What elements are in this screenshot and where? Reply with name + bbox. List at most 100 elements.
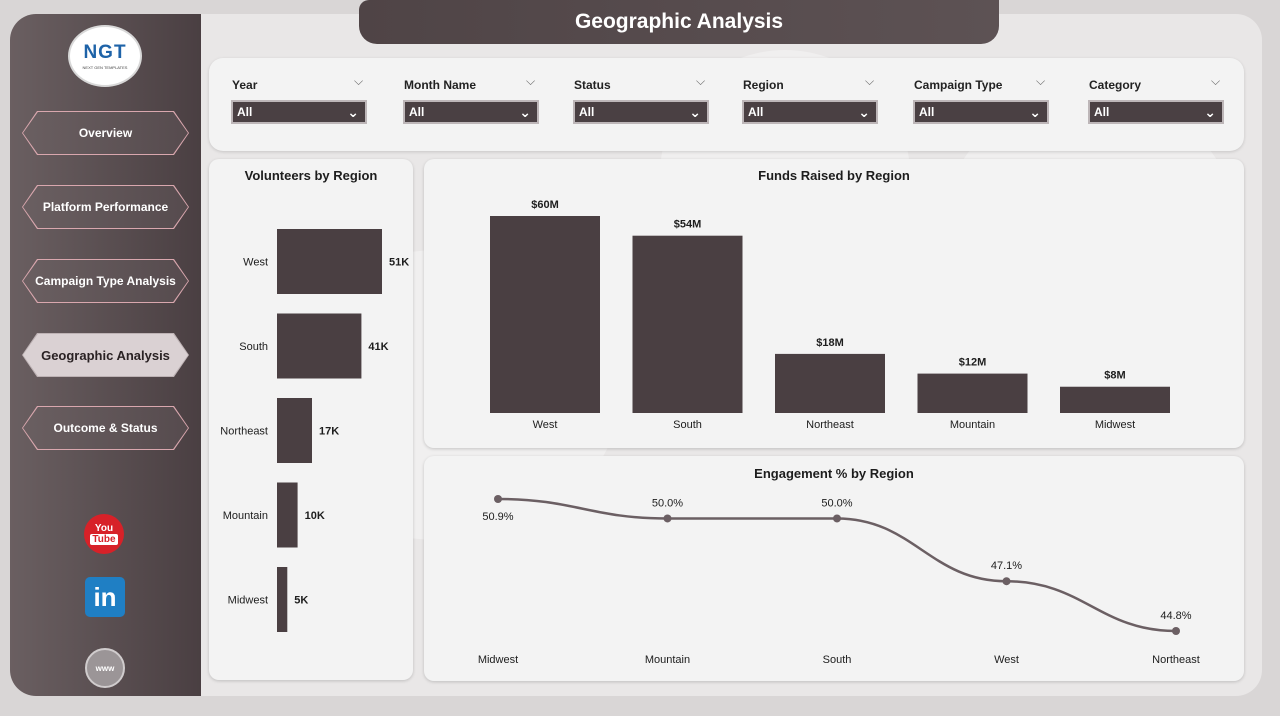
category-label: South — [823, 654, 852, 666]
filter-panel: Year ⌵ All ⌄ Month Name ⌵ All ⌄ Status ⌵ A… — [209, 58, 1244, 151]
dropdown-value: All — [579, 105, 595, 119]
chevron-down-icon: ⌄ — [1204, 104, 1216, 120]
nav-campaign-type-analysis-button[interactable]: Campaign Type Analysis — [22, 259, 189, 303]
data-label: $12M — [959, 357, 987, 369]
data-label: 17K — [319, 426, 339, 438]
chart-title: Funds Raised by Region — [758, 168, 910, 183]
bar — [490, 216, 600, 413]
category-label: West — [533, 419, 558, 431]
page-title-banner: Geographic Analysis — [359, 0, 999, 44]
data-label: 47.1% — [991, 560, 1022, 572]
campaign-type-dropdown[interactable]: All ⌄ — [913, 100, 1049, 124]
bar — [632, 235, 743, 413]
chart-title: Engagement % by Region — [754, 466, 914, 481]
category-label: Northeast — [806, 419, 854, 431]
website-globe-icon[interactable]: www — [85, 648, 125, 688]
data-point — [1172, 627, 1180, 635]
nav-label: Overview — [23, 112, 188, 154]
category-label: Mountain — [223, 510, 268, 522]
filter-label: Status — [574, 78, 611, 92]
nav-outcome-status-button[interactable]: Outcome & Status — [22, 406, 189, 450]
data-point — [494, 495, 502, 503]
youtube-icon[interactable]: You Tube — [84, 514, 124, 554]
data-label: 50.0% — [652, 497, 683, 509]
chevron-down-icon[interactable]: ⌵ — [1036, 74, 1046, 88]
category-label: Mountain — [950, 419, 995, 431]
youtube-label-top: You — [94, 523, 114, 534]
data-point — [833, 514, 841, 523]
chevron-down-icon: ⌄ — [519, 104, 531, 120]
status-dropdown[interactable]: All ⌄ — [573, 100, 709, 124]
bar — [917, 373, 1028, 413]
filter-label: Month Name — [404, 78, 476, 92]
nav-label: Outcome & Status — [23, 407, 188, 449]
data-label: 5K — [294, 595, 308, 607]
chevron-down-icon: ⌄ — [858, 104, 870, 120]
chevron-down-icon[interactable]: ⌵ — [354, 74, 364, 88]
company-logo: NGT NEXT GEN TEMPLATES — [70, 27, 140, 85]
category-label: Northeast — [1152, 654, 1200, 666]
chevron-down-icon[interactable]: ⌵ — [526, 74, 536, 88]
funds-raised-by-region-card: Funds Raised by Region $60M West $54M South… — [424, 159, 1244, 448]
bar — [775, 353, 885, 413]
engagement-chart: 50.9% Midwest 50.0% Mountain 50.0% South 47.1%… — [478, 495, 1200, 666]
category-label: Midwest — [478, 654, 518, 666]
nav-label: Geographic Analysis — [23, 334, 188, 376]
chevron-down-icon: ⌄ — [347, 104, 359, 120]
filter-label: Campaign Type — [914, 78, 1003, 92]
nav-platform-performance-button[interactable]: Platform Performance — [22, 185, 189, 229]
category-label: West — [243, 257, 268, 269]
bar — [277, 313, 362, 379]
nav-overview-button[interactable]: Overview — [22, 111, 189, 155]
nav-label: Platform Performance — [23, 186, 188, 228]
category-label: South — [673, 419, 702, 431]
data-point — [663, 514, 672, 523]
bar — [277, 567, 288, 632]
filter-label: Category — [1089, 78, 1142, 92]
nav-label: Campaign Type Analysis — [23, 260, 188, 302]
category-label: West — [994, 654, 1019, 666]
bar — [277, 398, 312, 463]
bar — [277, 482, 298, 548]
volunteers-chart: West 51K South 41K Northeast 17K Mountain 10K Mi… — [220, 229, 409, 632]
chart-title: Volunteers by Region — [244, 168, 378, 183]
data-label: 41K — [368, 341, 388, 353]
data-label: 44.8% — [1160, 610, 1191, 622]
data-label: $54M — [674, 219, 702, 231]
engagement-by-region-card: Engagement % by Region 50.9% Midwest 50.0%… — [424, 456, 1244, 681]
category-label: Mountain — [645, 654, 690, 666]
data-label: 51K — [389, 257, 409, 269]
data-label: 10K — [305, 510, 325, 522]
website-label: www — [95, 663, 115, 673]
dropdown-value: All — [919, 105, 935, 119]
data-point — [1002, 577, 1011, 586]
category-label: Midwest — [228, 595, 268, 607]
category-label: Northeast — [220, 426, 268, 438]
logo-subtext: NEXT GEN TEMPLATES — [82, 65, 128, 70]
nav-geographic-analysis-button[interactable]: Geographic Analysis — [22, 333, 189, 377]
category-dropdown[interactable]: All ⌄ — [1088, 100, 1224, 124]
dropdown-value: All — [1094, 105, 1110, 119]
logo-text: NGT — [83, 42, 127, 63]
data-label: $60M — [531, 199, 559, 211]
chevron-down-icon[interactable]: ⌵ — [1211, 74, 1221, 88]
youtube-label-bottom: Tube — [90, 534, 118, 545]
linkedin-icon[interactable]: in — [85, 577, 125, 617]
month-name-dropdown[interactable]: All ⌄ — [403, 100, 539, 124]
bar — [1060, 386, 1170, 413]
data-label: 50.9% — [482, 511, 513, 523]
chevron-down-icon: ⌄ — [689, 104, 701, 120]
data-label: 50.0% — [821, 497, 852, 509]
dropdown-value: All — [237, 105, 253, 119]
chevron-down-icon[interactable]: ⌵ — [865, 74, 875, 88]
category-label: South — [239, 341, 268, 353]
dropdown-value: All — [409, 105, 425, 119]
chevron-down-icon: ⌄ — [1029, 104, 1041, 120]
bar — [277, 229, 382, 294]
dropdown-value: All — [748, 105, 764, 119]
page-title: Geographic Analysis — [574, 10, 784, 33]
year-dropdown[interactable]: All ⌄ — [231, 100, 367, 124]
chevron-down-icon[interactable]: ⌵ — [696, 74, 706, 88]
region-dropdown[interactable]: All ⌄ — [742, 100, 878, 124]
category-label: Midwest — [1095, 419, 1135, 431]
